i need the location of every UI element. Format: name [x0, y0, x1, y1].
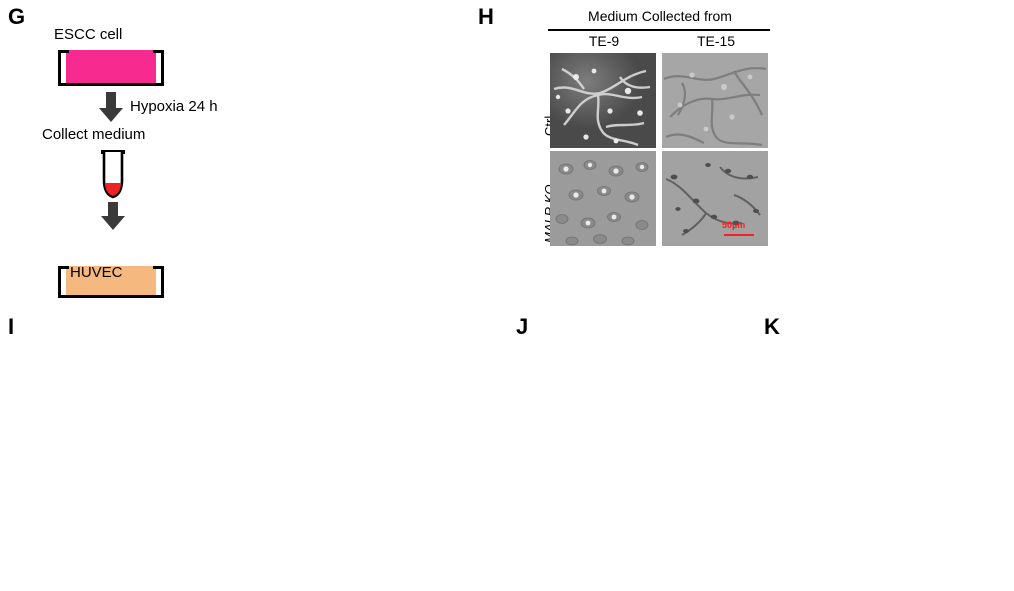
schematic-step1-label: Hypoxia 24 h [130, 98, 218, 115]
panel-k-chart [762, 330, 1014, 591]
arrow-to-huvec [101, 202, 125, 230]
panel-letter-g: G [8, 4, 26, 29]
panel-letter-i: I [8, 314, 15, 339]
micrograph-ctrl-te9 [550, 53, 656, 148]
panel-g-schematic: ESCC cell Hypoxia 24 h Collect medium HU… [18, 22, 228, 298]
panel-i-glycolytic-chart [288, 330, 510, 591]
panel-h-header-rule [548, 29, 770, 31]
micrograph-malrko-te15 [662, 151, 768, 246]
micrograph-ctrl-te15 [662, 53, 768, 148]
micrograph-malrko-te9 [550, 151, 656, 246]
panel-h-col-label-te15: TE-15 [696, 33, 736, 49]
collection-tube-icon [101, 150, 125, 199]
panel-j-chart [512, 330, 762, 591]
shared-legend [150, 276, 850, 310]
panel-h-header: Medium Collected from [588, 8, 732, 24]
panel-g-chart [232, 6, 462, 264]
schematic-mid-label: Collect medium [42, 126, 146, 143]
schematic-bottom-label: HUVEC [70, 264, 123, 281]
huvec-dish [58, 266, 164, 298]
arrow-hypoxia [99, 92, 123, 122]
panel-h-col-label-te9: TE-9 [588, 33, 620, 49]
panel-letter-k: K [764, 314, 780, 339]
panel-h-images: Medium Collected from TE-9 TE-15 Ctrl MA… [528, 8, 778, 258]
scale-bar-line [724, 234, 754, 236]
scale-bar-label: 50µm [722, 220, 746, 230]
schematic-top-label: ESCC cell [54, 26, 123, 43]
panel-i-ecar-chart [4, 330, 284, 591]
panel-letter-h: H [478, 4, 494, 29]
panel-h-chart [786, 6, 1014, 264]
escc-dish [58, 50, 164, 86]
panel-letter-j: J [516, 314, 529, 339]
